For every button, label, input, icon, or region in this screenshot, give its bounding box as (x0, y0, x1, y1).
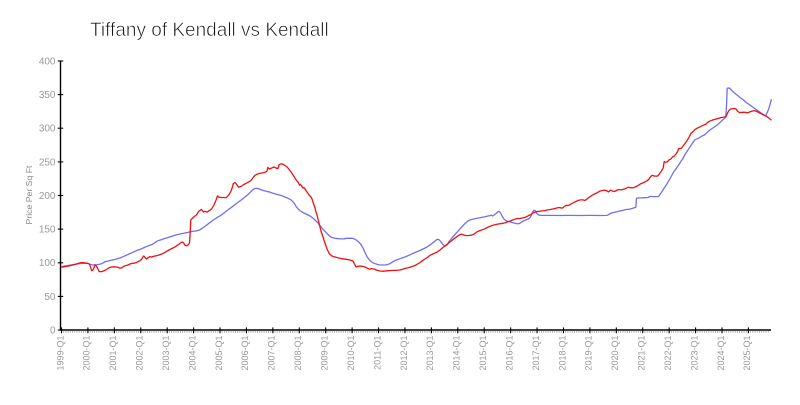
svg-text:250: 250 (39, 157, 56, 168)
svg-text:2011-Q1: 2011-Q1 (372, 336, 382, 370)
svg-text:Price Per Sq Ft: Price Per Sq Ft (24, 165, 34, 224)
svg-text:2002-Q1: 2002-Q1 (135, 336, 145, 371)
svg-text:2007-Q1: 2007-Q1 (267, 336, 277, 371)
svg-text:2009-Q1: 2009-Q1 (320, 336, 330, 371)
svg-text:Tiffany of Kendall vs Kendall: Tiffany of Kendall vs Kendall (90, 20, 329, 41)
svg-text:2014-Q1: 2014-Q1 (452, 336, 462, 371)
svg-text:400: 400 (39, 56, 56, 67)
svg-text:2010-Q1: 2010-Q1 (346, 336, 356, 371)
svg-text:2003-Q1: 2003-Q1 (161, 336, 171, 371)
svg-text:2013-Q1: 2013-Q1 (425, 336, 435, 371)
svg-text:2005-Q1: 2005-Q1 (214, 336, 224, 371)
svg-text:2017-Q1: 2017-Q1 (531, 336, 541, 371)
svg-text:2016-Q1: 2016-Q1 (504, 336, 514, 371)
svg-text:2024-Q1: 2024-Q1 (716, 336, 726, 371)
svg-text:0: 0 (50, 325, 56, 336)
svg-text:2015-Q1: 2015-Q1 (478, 335, 488, 370)
svg-text:2004-Q1: 2004-Q1 (187, 336, 197, 371)
svg-text:200: 200 (39, 191, 56, 202)
svg-text:2006-Q1: 2006-Q1 (240, 336, 250, 371)
svg-text:1999-Q1: 1999-Q1 (55, 336, 65, 371)
svg-text:2000-Q1: 2000-Q1 (82, 336, 92, 371)
svg-text:2019-Q1: 2019-Q1 (584, 336, 594, 371)
svg-text:150: 150 (39, 225, 56, 236)
svg-text:2012-Q1: 2012-Q1 (399, 336, 409, 371)
svg-text:2021-Q1: 2021-Q1 (637, 336, 647, 371)
svg-text:2008-Q1: 2008-Q1 (293, 336, 303, 371)
svg-text:100: 100 (39, 258, 56, 269)
svg-text:300: 300 (39, 124, 56, 135)
svg-text:50: 50 (44, 292, 56, 303)
svg-text:2022-Q1: 2022-Q1 (663, 336, 673, 371)
svg-text:2020-Q1: 2020-Q1 (610, 336, 620, 371)
svg-text:2001-Q1: 2001-Q1 (108, 336, 118, 371)
svg-text:2018-Q1: 2018-Q1 (557, 336, 567, 371)
svg-text:2023-Q1: 2023-Q1 (689, 336, 699, 371)
svg-text:350: 350 (39, 90, 56, 101)
svg-text:2025-Q1: 2025-Q1 (742, 336, 752, 371)
